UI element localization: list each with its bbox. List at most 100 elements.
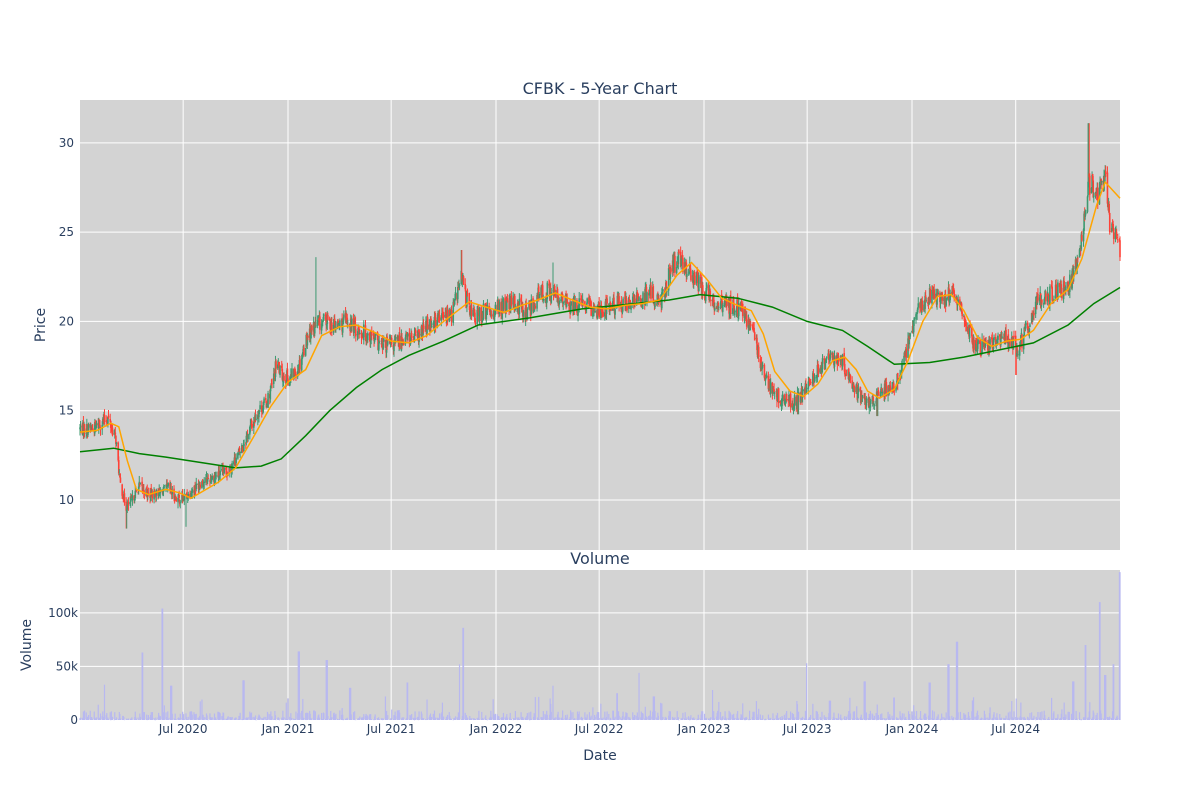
volume-bar (167, 711, 169, 720)
volume-bar (251, 717, 253, 720)
volume-bar (825, 716, 827, 720)
candle-body (497, 301, 500, 304)
candle-body (576, 299, 578, 313)
volume-bar (1110, 718, 1113, 720)
volume-bar (1081, 718, 1083, 720)
candle-body (1112, 223, 1114, 229)
volume-bar (496, 714, 498, 720)
candle-body (812, 373, 814, 384)
candle-body (1008, 343, 1010, 348)
candle-body (139, 483, 141, 485)
candle-body (855, 385, 857, 393)
candle-body (466, 290, 469, 292)
volume-bar (913, 711, 915, 720)
volume-bar (794, 718, 796, 720)
candle-body (313, 322, 316, 334)
candle-body (848, 376, 851, 381)
candle-body (1080, 234, 1083, 250)
candle-body (86, 424, 89, 435)
volume-bar (817, 719, 820, 720)
candle-body (928, 302, 930, 305)
volume-bar (211, 717, 213, 720)
candle-body (272, 373, 275, 384)
candle-body (749, 324, 752, 325)
candle-body (264, 398, 267, 401)
candle-body (672, 260, 675, 271)
volume-bar (688, 716, 690, 720)
volume-bar (359, 716, 361, 720)
date-tick-label: Jan 2022 (469, 722, 523, 736)
volume-bar (783, 714, 785, 720)
candle-body (440, 317, 443, 321)
candle-body (1095, 194, 1098, 196)
candle-body (480, 307, 482, 322)
candle-body (187, 493, 190, 498)
price-plot-area (80, 100, 1120, 550)
volume-bar (760, 718, 762, 720)
candle-body (546, 282, 549, 300)
volume-bar (290, 713, 292, 720)
candle-body (700, 277, 703, 295)
candle-body (249, 424, 252, 427)
volume-bar (91, 719, 94, 720)
candle-body (309, 332, 312, 339)
volume-bar (393, 715, 395, 720)
volume-bar (282, 710, 284, 720)
volume-bar (528, 712, 530, 720)
candle-body (975, 338, 978, 344)
volume-bar (999, 714, 1001, 720)
candle-body (792, 403, 794, 408)
volume-bar (305, 712, 307, 720)
volume-bar (114, 712, 116, 720)
volume-bar (905, 719, 907, 720)
candle-body (773, 392, 776, 394)
volume-bar (713, 718, 715, 720)
candle-body (165, 485, 167, 487)
candle-body (311, 325, 313, 331)
candle-body (741, 303, 744, 317)
candle-body (737, 317, 739, 318)
candle-body (553, 286, 555, 294)
candle-body (865, 405, 867, 407)
candle-body (231, 463, 233, 470)
volume-bar (231, 716, 233, 720)
candle-body (666, 291, 668, 293)
candle-body (843, 353, 845, 366)
volume-bar (598, 718, 600, 720)
candle-body (789, 393, 792, 408)
candle-body (792, 405, 795, 410)
volume-bar (381, 718, 383, 720)
volume-bar (995, 717, 997, 720)
volume-bar (342, 714, 344, 720)
volume-bar (881, 718, 883, 720)
volume-bar (534, 697, 536, 720)
volume-bar (1039, 712, 1041, 720)
candle-body (761, 366, 763, 370)
volume-bar (143, 712, 145, 720)
volume-bar (370, 714, 372, 720)
candle-body (719, 302, 722, 306)
candle-body (851, 380, 853, 389)
volume-bar (481, 711, 483, 720)
candle-body (468, 292, 471, 305)
candle-body (94, 421, 97, 426)
volume-bar (833, 717, 836, 720)
candle-body (728, 300, 730, 314)
candle-body (79, 426, 82, 428)
candle-body (1063, 289, 1066, 292)
volume-bar (474, 718, 477, 720)
candle-body (722, 305, 724, 312)
candle-body (402, 339, 404, 344)
candle-body (115, 435, 117, 445)
volume-bar (891, 715, 893, 720)
volume-bar (1031, 712, 1033, 720)
candle-body (393, 340, 395, 352)
volume-bar (1063, 702, 1065, 720)
volume-bar (726, 718, 728, 720)
candle-body (685, 262, 688, 277)
volume-bar (945, 712, 947, 720)
volume-bar (538, 696, 540, 720)
candle-body (243, 444, 245, 446)
candle-body (189, 493, 191, 498)
price-tick-label: 20 (59, 314, 74, 328)
